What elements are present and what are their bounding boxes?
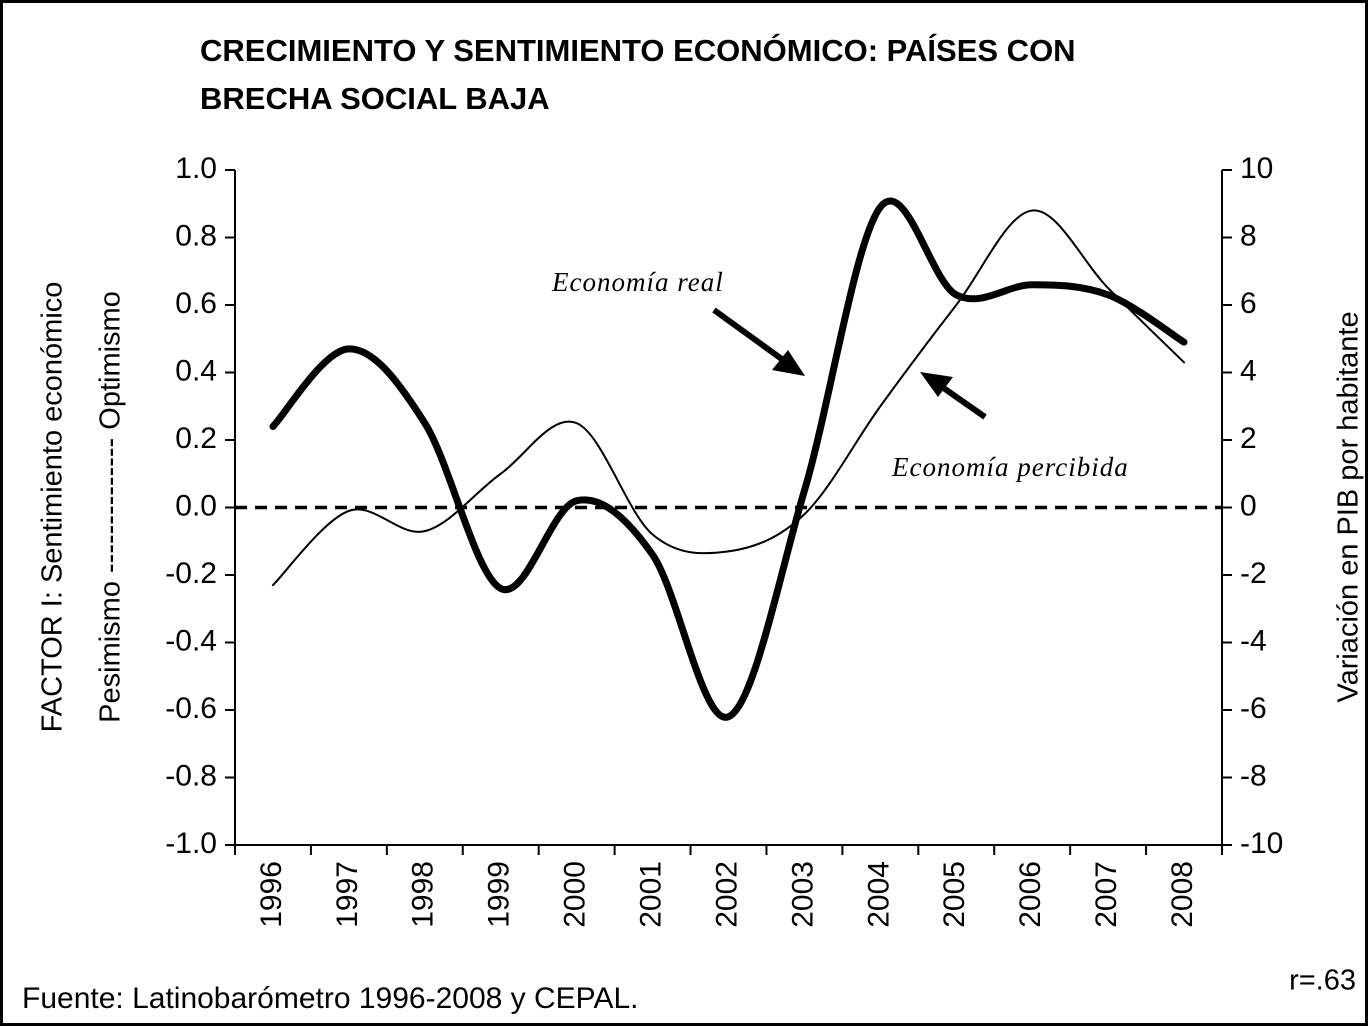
y-tick-label: -0.4 <box>165 624 217 657</box>
y-axis-label: FACTOR I: Sentimiento económico <box>37 282 69 733</box>
y2-tick-label: -2 <box>1240 557 1267 590</box>
x-tick-label: 1998 <box>407 861 440 928</box>
y2-tick-label: -10 <box>1240 827 1283 860</box>
y-tick-label: 0.4 <box>175 354 217 387</box>
annotation: Economía percibida <box>891 452 1129 482</box>
x-tick-label: 1996 <box>255 861 288 928</box>
y-tick-label: -1.0 <box>165 827 217 860</box>
y2-tick-label: -6 <box>1240 692 1267 725</box>
y-tick-label: -0.6 <box>165 692 217 725</box>
y2-tick-label: 2 <box>1240 422 1257 455</box>
source: Fuente: Latinobarómetro 1996-2008 y CEPA… <box>22 982 639 1015</box>
y2-tick-label: 8 <box>1240 219 1257 252</box>
line-series <box>269 197 1188 721</box>
y2-tick-label: 4 <box>1240 354 1257 387</box>
x-tick-label: 2002 <box>710 861 743 928</box>
y-tick-label: 0.2 <box>175 422 217 455</box>
line-series <box>271 209 1186 587</box>
y-axis-label: Pesimismo -------------- Optimismo <box>95 291 127 723</box>
y-tick-label: -0.8 <box>165 759 217 792</box>
x-tick-label: 2003 <box>786 861 819 928</box>
y-tick-label: -0.2 <box>165 557 217 590</box>
x-tick-label: 1997 <box>331 861 364 928</box>
x-tick-label: 2004 <box>862 861 895 928</box>
x-tick-label: 2000 <box>559 861 592 928</box>
chart-title: BRECHA SOCIAL BAJA <box>200 81 550 116</box>
chart-title: CRECIMIENTO Y SENTIMIENTO ECONÓMICO: PAÍ… <box>200 32 1076 68</box>
x-tick-label: 2008 <box>1166 861 1199 928</box>
x-tick-label: 2005 <box>938 861 971 928</box>
y2-tick-label: 6 <box>1240 287 1257 320</box>
correlation: r=.63 <box>1289 965 1356 997</box>
y2-tick-label: -4 <box>1240 624 1267 657</box>
x-tick-label: 2001 <box>634 861 667 928</box>
y2-tick-label: -8 <box>1240 759 1267 792</box>
y-tick-label: 0.0 <box>175 489 217 522</box>
y-tick-label: 0.6 <box>175 287 217 320</box>
x-tick-label: 1999 <box>483 861 516 928</box>
y2-tick-label: 10 <box>1240 152 1273 185</box>
arrows <box>712 307 987 420</box>
x-tick-label: 2007 <box>1090 861 1123 928</box>
annotation: Economía real <box>551 267 724 297</box>
y2-tick-label: 0 <box>1240 489 1257 522</box>
x-tick-label: 2006 <box>1014 861 1047 928</box>
y2-axis-label: Variación en PIB por habitante <box>1333 311 1365 702</box>
y-tick-label: 0.8 <box>175 219 217 252</box>
y-tick-label: 1.0 <box>175 152 217 185</box>
